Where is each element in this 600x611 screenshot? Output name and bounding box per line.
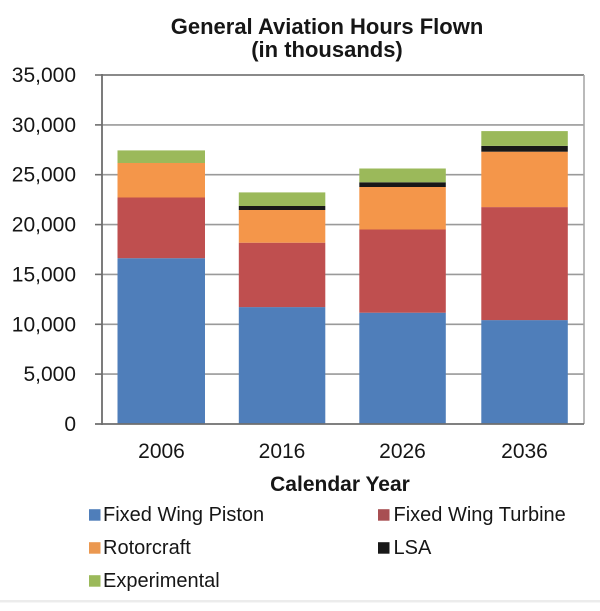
svg-text:15,000: 15,000: [12, 263, 76, 286]
svg-text:Experimental: Experimental: [103, 570, 220, 592]
svg-text:5,000: 5,000: [23, 363, 76, 386]
svg-text:10,000: 10,000: [12, 313, 76, 336]
svg-text:2036: 2036: [501, 440, 548, 463]
svg-text:25,000: 25,000: [12, 164, 76, 187]
svg-text:35,000: 35,000: [12, 64, 76, 87]
svg-text:2016: 2016: [259, 440, 306, 463]
svg-text:(in thousands): (in thousands): [251, 37, 403, 62]
svg-text:2006: 2006: [138, 440, 185, 463]
svg-text:General Aviation Hours Flown: General Aviation Hours Flown: [171, 14, 484, 39]
svg-text:Rotorcraft: Rotorcraft: [103, 537, 191, 559]
svg-text:Calendar Year: Calendar Year: [270, 473, 410, 496]
svg-text:Fixed Wing Piston: Fixed Wing Piston: [103, 504, 264, 526]
svg-text:2026: 2026: [379, 440, 426, 463]
svg-text:0: 0: [64, 413, 76, 436]
svg-text:20,000: 20,000: [12, 214, 76, 237]
svg-text:Fixed Wing Turbine: Fixed Wing Turbine: [394, 504, 566, 526]
svg-text:30,000: 30,000: [12, 114, 76, 137]
svg-text:LSA: LSA: [394, 537, 432, 559]
